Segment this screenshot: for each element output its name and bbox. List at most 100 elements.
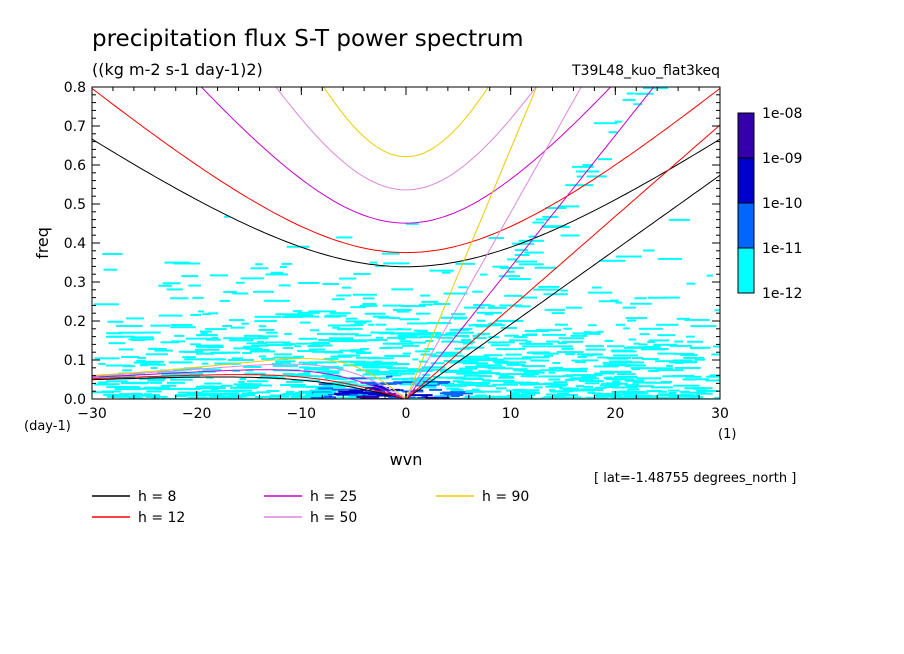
spectrum-cell <box>181 275 199 278</box>
spectrum-cell <box>521 334 538 337</box>
spectrum-cell <box>380 372 400 375</box>
spectrum-cell <box>608 357 629 360</box>
legend-label: h = 50 <box>310 510 357 526</box>
spectrum-cell <box>559 368 588 371</box>
spectrum-cell <box>521 296 538 299</box>
spectrum-cell <box>614 375 638 378</box>
spectrum-cell <box>436 376 452 379</box>
spectrum-cell <box>317 389 343 392</box>
spectrum-cell <box>547 396 566 399</box>
spectrum-cell <box>421 300 439 303</box>
spectrum-cell <box>647 296 666 299</box>
spectrum-cell <box>561 347 574 350</box>
spectrum-cell <box>231 357 243 360</box>
spectrum-cell <box>108 342 126 345</box>
spectrum-cell <box>650 386 673 389</box>
spectrum-cell <box>121 355 140 358</box>
spectrum-cell <box>386 336 400 339</box>
spectrum-cell <box>214 362 242 365</box>
spectrum-cell <box>445 332 456 335</box>
spectrum-cell <box>449 328 470 331</box>
spectrum-cell <box>331 388 358 391</box>
spectrum-cell <box>656 369 684 372</box>
spectrum-cell <box>162 282 181 285</box>
spectrum-cell <box>325 314 347 317</box>
spectrum-cell <box>480 273 488 276</box>
spectrum-cell <box>684 318 710 321</box>
spectrum-cell <box>149 381 162 384</box>
spectrum-cell <box>205 328 227 331</box>
spectrum-cell <box>519 383 536 386</box>
spectrum-cell <box>368 323 375 326</box>
spectrum-cell <box>330 355 347 358</box>
spectrum-cell <box>680 391 706 394</box>
spectrum-cell <box>205 338 221 341</box>
spectrum-cell <box>668 395 678 398</box>
spectrum-cell <box>201 387 226 390</box>
spectrum-cell <box>347 377 376 380</box>
spectrum-cell <box>399 372 416 375</box>
spectrum-cell <box>308 394 324 397</box>
spectrum-cell <box>531 352 559 355</box>
spectrum-cell <box>618 390 630 393</box>
spectrum-cell <box>474 372 501 375</box>
spectrum-cell <box>423 396 450 399</box>
spectrum-cell <box>521 365 546 368</box>
spectrum-cell <box>290 385 317 388</box>
spectrum-cell <box>593 365 619 368</box>
spectrum-cell <box>445 382 455 385</box>
spectrum-cell <box>392 370 420 373</box>
spectrum-cell <box>354 362 374 365</box>
y-tick-label: 0.1 <box>64 353 86 369</box>
spectrum-cell <box>156 388 175 391</box>
spectrum-cell <box>621 396 635 399</box>
spectrum-cell <box>668 391 677 394</box>
spectrum-cell <box>336 294 352 297</box>
spectrum-cell <box>498 376 515 379</box>
spectrum-cell <box>421 366 445 369</box>
spectrum-cell <box>150 324 171 327</box>
spectrum-cell <box>648 369 660 372</box>
spectrum-cell <box>359 348 369 351</box>
spectrum-cell <box>185 397 211 399</box>
spectrum-cell <box>559 387 571 390</box>
spectrum-cell <box>597 158 612 161</box>
spectrum-cell <box>594 394 612 397</box>
spectrum-cell <box>565 184 593 187</box>
spectrum-cell <box>418 331 442 334</box>
colorbar-label: 1e-09 <box>762 151 802 167</box>
spectrum-cell <box>228 319 245 322</box>
spectrum-cell <box>561 340 583 343</box>
spectrum-cell <box>308 348 326 351</box>
spectrum-cell <box>328 339 350 342</box>
spectrum-cell <box>368 357 395 360</box>
spectrum-cell <box>422 373 431 376</box>
spectrum-cell <box>372 315 390 318</box>
spectrum-cell <box>523 371 536 374</box>
spectrum-cell <box>538 285 560 288</box>
spectrum-cell <box>455 262 476 265</box>
spectrum-cell <box>374 388 401 391</box>
spectrum-cell <box>481 379 492 382</box>
spectrum-cell <box>611 393 639 396</box>
spectrum-cell <box>356 369 380 372</box>
spectrum-cell <box>541 225 567 228</box>
spectrum-cell <box>424 347 434 350</box>
spectrum-cell <box>560 289 568 292</box>
spectrum-cell <box>258 328 275 331</box>
spectrum-cell <box>625 317 648 320</box>
spectrum-cell <box>533 288 560 291</box>
spectrum-cell <box>273 356 301 359</box>
spectrum-cell <box>365 373 393 376</box>
spectrum-cell <box>230 326 245 329</box>
spectrum-cell <box>158 284 173 287</box>
spectrum-cell <box>570 334 588 337</box>
x-tick-label: −10 <box>287 406 317 422</box>
spectrum-cell <box>219 299 230 302</box>
spectrum-cell <box>480 358 505 361</box>
spectrum-cell <box>195 344 224 347</box>
spectrum-cell <box>328 324 357 327</box>
spectrum-cell <box>488 305 496 308</box>
spectrum-cell <box>171 372 199 375</box>
spectrum-cell <box>356 393 368 396</box>
